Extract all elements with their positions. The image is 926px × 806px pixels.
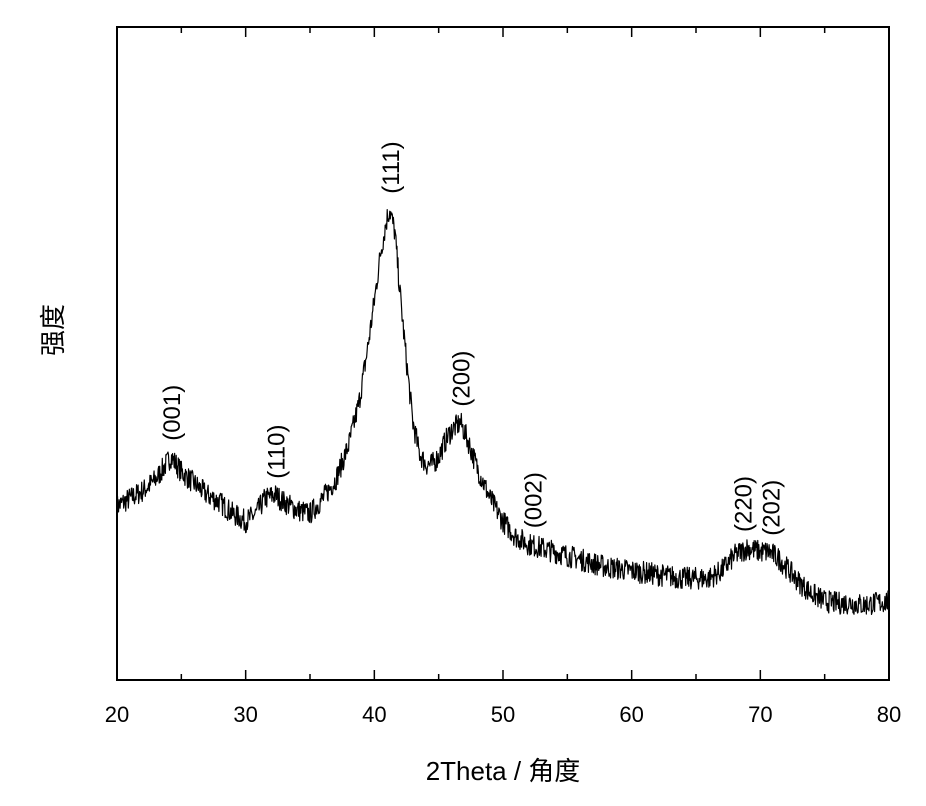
x-tick-label: 80: [877, 702, 901, 727]
peak-label: (002): [521, 472, 548, 528]
x-tick-label: 40: [362, 702, 386, 727]
xrd-pattern-line: [117, 210, 889, 615]
peak-labels: (001) (110) (111) (200) (002) (220)(202): [159, 141, 786, 535]
peak-label: (001): [159, 385, 186, 441]
x-tick-label: 70: [748, 702, 772, 727]
x-tick-label: 50: [491, 702, 515, 727]
y-axis-title: 强度: [38, 304, 68, 356]
x-axis-ticks: [117, 27, 889, 680]
peak-label: (202): [759, 480, 786, 536]
x-axis-tick-labels: 20 30 40 50 60 70 80: [105, 702, 901, 727]
peak-label: (111): [378, 141, 405, 193]
x-tick-label: 60: [619, 702, 643, 727]
x-axis-title: 2Theta / 角度: [426, 756, 581, 786]
peak-label: (220): [730, 476, 757, 532]
plot-frame: [117, 27, 889, 680]
xrd-chart: 20 30 40 50 60 70 80 (001) (110) (111) (200) (002)…: [0, 0, 926, 806]
x-tick-label: 30: [233, 702, 257, 727]
peak-label: (200): [449, 351, 476, 407]
x-tick-label: 20: [105, 702, 129, 727]
peak-label: (110): [263, 425, 290, 479]
